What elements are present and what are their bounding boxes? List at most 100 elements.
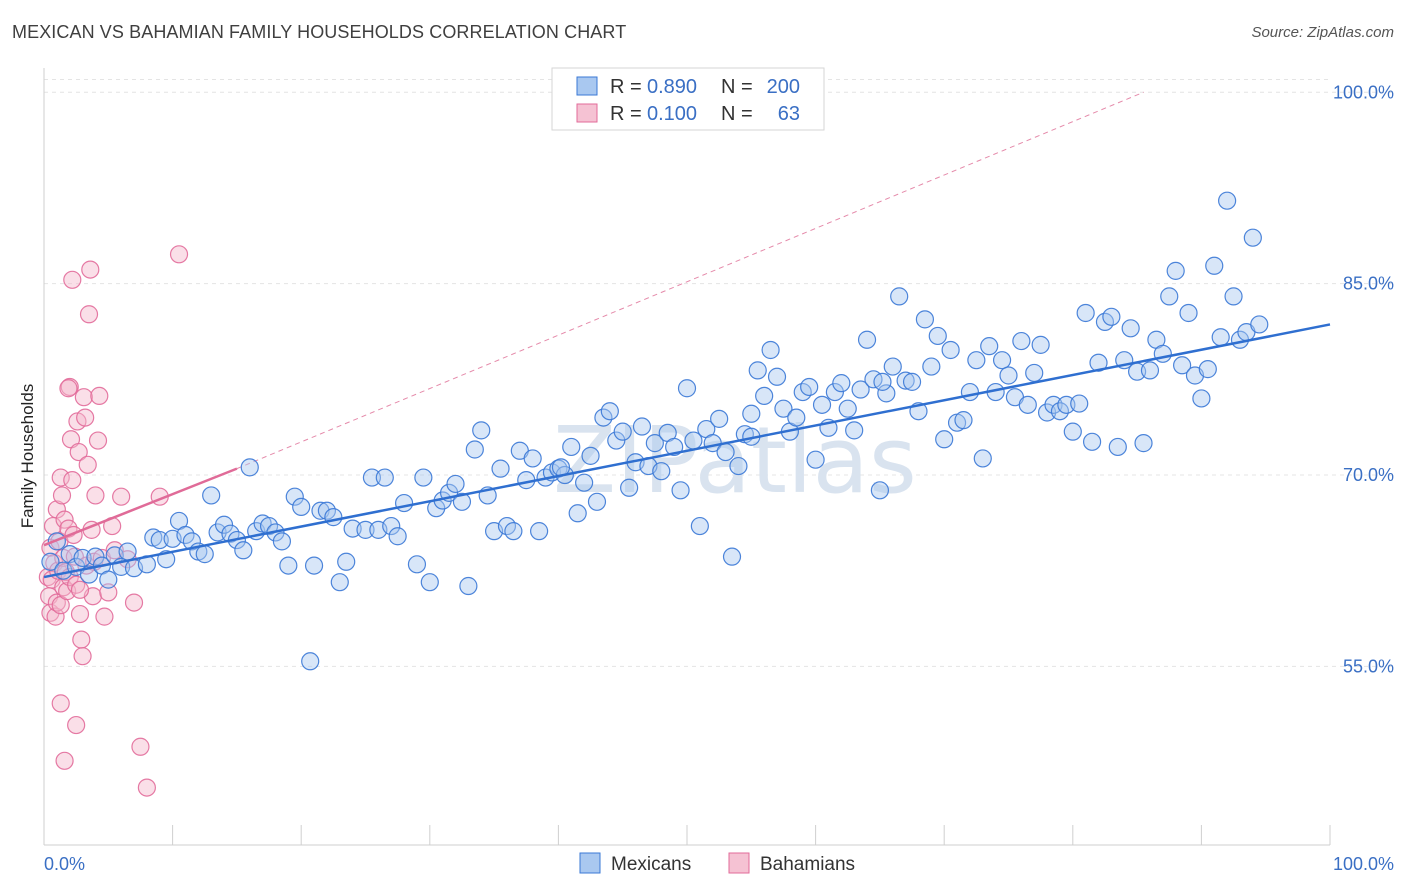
legend-n-value-mexicans: 200	[767, 76, 800, 98]
data-point	[279, 556, 298, 575]
data-point	[523, 449, 542, 468]
data-point	[67, 715, 86, 735]
data-point	[587, 492, 607, 511]
data-point	[504, 522, 523, 541]
data-point	[992, 351, 1012, 370]
data-point	[902, 372, 922, 391]
data-point	[472, 421, 491, 440]
data-point	[1031, 335, 1050, 354]
data-point	[1173, 356, 1192, 375]
data-point	[722, 547, 742, 566]
legend-n-label-mexicans: N =	[721, 76, 753, 98]
y-tick-labels: 55.0% 70.0% 85.0% 100.0%	[1333, 82, 1394, 676]
chart-source: Source: ZipAtlas.com	[1251, 24, 1394, 41]
data-point	[851, 380, 870, 399]
data-point	[131, 737, 150, 756]
legend-swatch-bahamians	[576, 103, 598, 123]
data-point	[870, 481, 890, 500]
data-point	[150, 530, 169, 550]
data-point	[530, 522, 549, 541]
data-point	[1243, 228, 1262, 247]
data-point	[1108, 437, 1127, 457]
data-point	[690, 516, 709, 536]
data-point	[922, 357, 941, 376]
data-point	[915, 310, 935, 329]
data-point	[202, 486, 221, 505]
data-point	[60, 377, 79, 397]
mexicans-points	[41, 191, 1269, 671]
data-point	[1012, 331, 1031, 351]
data-point	[195, 545, 214, 564]
data-point	[337, 552, 356, 571]
data-point	[59, 379, 78, 398]
legend-r-label-bahamians: R =	[610, 103, 642, 125]
data-point	[99, 583, 118, 602]
data-point	[748, 361, 767, 380]
data-point	[1063, 422, 1082, 441]
data-point	[600, 402, 619, 421]
data-point	[58, 582, 77, 601]
data-point	[79, 305, 99, 324]
data-point	[74, 388, 93, 407]
data-point	[800, 377, 819, 397]
data-point	[240, 458, 259, 477]
data-point	[729, 456, 748, 476]
data-point	[941, 340, 960, 360]
data-point	[272, 532, 292, 551]
data-point	[105, 541, 124, 560]
data-point	[169, 245, 189, 264]
correlation-legend: R = 0.890 N = 200 R = 0.100 N = 63	[551, 67, 825, 131]
data-point	[182, 532, 201, 551]
x-tick-label-min: 0.0%	[44, 854, 85, 874]
data-point	[362, 468, 382, 487]
data-point	[343, 519, 362, 538]
data-point	[55, 510, 74, 529]
data-point	[69, 442, 88, 462]
data-point	[1102, 307, 1121, 326]
data-point	[1025, 363, 1044, 383]
data-point	[285, 487, 304, 506]
series-legend: Mexicans Bahamians	[579, 852, 855, 875]
data-point	[806, 450, 825, 469]
data-point	[459, 576, 478, 596]
data-point	[86, 547, 105, 566]
data-point	[613, 422, 632, 441]
data-point	[767, 367, 787, 386]
data-point	[324, 508, 343, 527]
data-point	[568, 504, 587, 523]
data-point	[330, 573, 349, 592]
data-point	[812, 395, 832, 414]
data-point	[960, 382, 980, 402]
data-point	[86, 486, 105, 505]
data-point	[999, 366, 1018, 385]
x-tick-label-max: 100.0%	[1333, 854, 1394, 874]
data-point	[845, 421, 864, 440]
data-point	[118, 542, 137, 561]
data-point	[1134, 434, 1153, 453]
data-point	[414, 468, 433, 487]
data-point	[446, 474, 465, 494]
data-point	[581, 446, 600, 465]
data-point	[465, 440, 484, 459]
data-point	[857, 330, 877, 349]
data-point	[742, 404, 761, 423]
data-point	[883, 357, 902, 376]
data-point	[73, 548, 92, 568]
data-point	[41, 552, 60, 571]
y-tick-label: 100.0%	[1333, 82, 1394, 102]
data-point	[671, 481, 690, 500]
data-point	[1224, 287, 1243, 306]
data-point	[877, 384, 896, 403]
y-tick-label: 85.0%	[1343, 274, 1394, 294]
data-point	[896, 371, 915, 390]
data-point	[81, 260, 100, 279]
data-point	[954, 411, 973, 430]
data-point	[1205, 256, 1224, 275]
data-point	[652, 462, 671, 481]
data-point	[935, 430, 954, 449]
data-point	[51, 468, 70, 487]
data-point	[452, 492, 472, 511]
data-point	[710, 409, 729, 428]
data-point	[832, 374, 851, 393]
data-point	[76, 408, 95, 427]
